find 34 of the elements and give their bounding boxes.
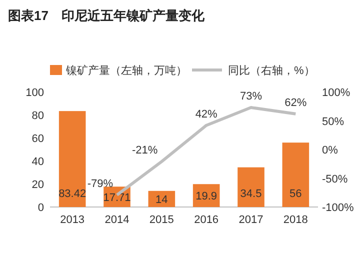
x-tick-label: 2018 <box>283 214 308 226</box>
y2-tick-label: -50% <box>322 173 348 186</box>
x-tick-label: 2016 <box>194 214 219 226</box>
x-tick-label: 2017 <box>238 214 264 226</box>
bar <box>282 142 310 207</box>
data-label: 62% <box>284 96 307 109</box>
y2-tick-label: 100% <box>322 87 350 99</box>
data-label: 19.9 <box>196 190 218 203</box>
y-tick-label: 80 <box>32 110 44 122</box>
legend-label: 镍矿产量（左轴，万吨） <box>65 64 187 77</box>
y2-tick-label: -100% <box>322 202 354 214</box>
chart-title: 图表17 印尼近五年镍矿产量变化 <box>8 8 206 23</box>
x-tick-label: 2014 <box>104 214 130 226</box>
y-tick-label: 100 <box>26 87 44 99</box>
x-tick-label: 2015 <box>149 214 174 226</box>
y2-tick-label: 0% <box>322 144 338 156</box>
y-tick-label: 0 <box>38 202 44 214</box>
x-tick-label: 2013 <box>60 214 85 226</box>
y-tick-label: 60 <box>32 133 44 145</box>
data-label: 83.42 <box>58 188 86 200</box>
data-label: 56 <box>290 188 302 200</box>
y-tick-label: 40 <box>32 156 44 168</box>
data-label: -21% <box>132 144 158 157</box>
data-label: 14 <box>156 194 168 206</box>
bar <box>58 111 86 207</box>
data-label: 34.5 <box>240 188 262 200</box>
legend-label: 同比（右轴，%） <box>228 64 315 77</box>
data-label: 42% <box>195 108 218 120</box>
data-label: 73% <box>240 90 262 103</box>
bar <box>238 167 264 207</box>
y-tick-label: 20 <box>32 179 44 191</box>
data-label: -79% <box>87 178 114 190</box>
y2-tick-label: 50% <box>322 116 344 128</box>
data-label: 17.71 <box>103 192 131 204</box>
